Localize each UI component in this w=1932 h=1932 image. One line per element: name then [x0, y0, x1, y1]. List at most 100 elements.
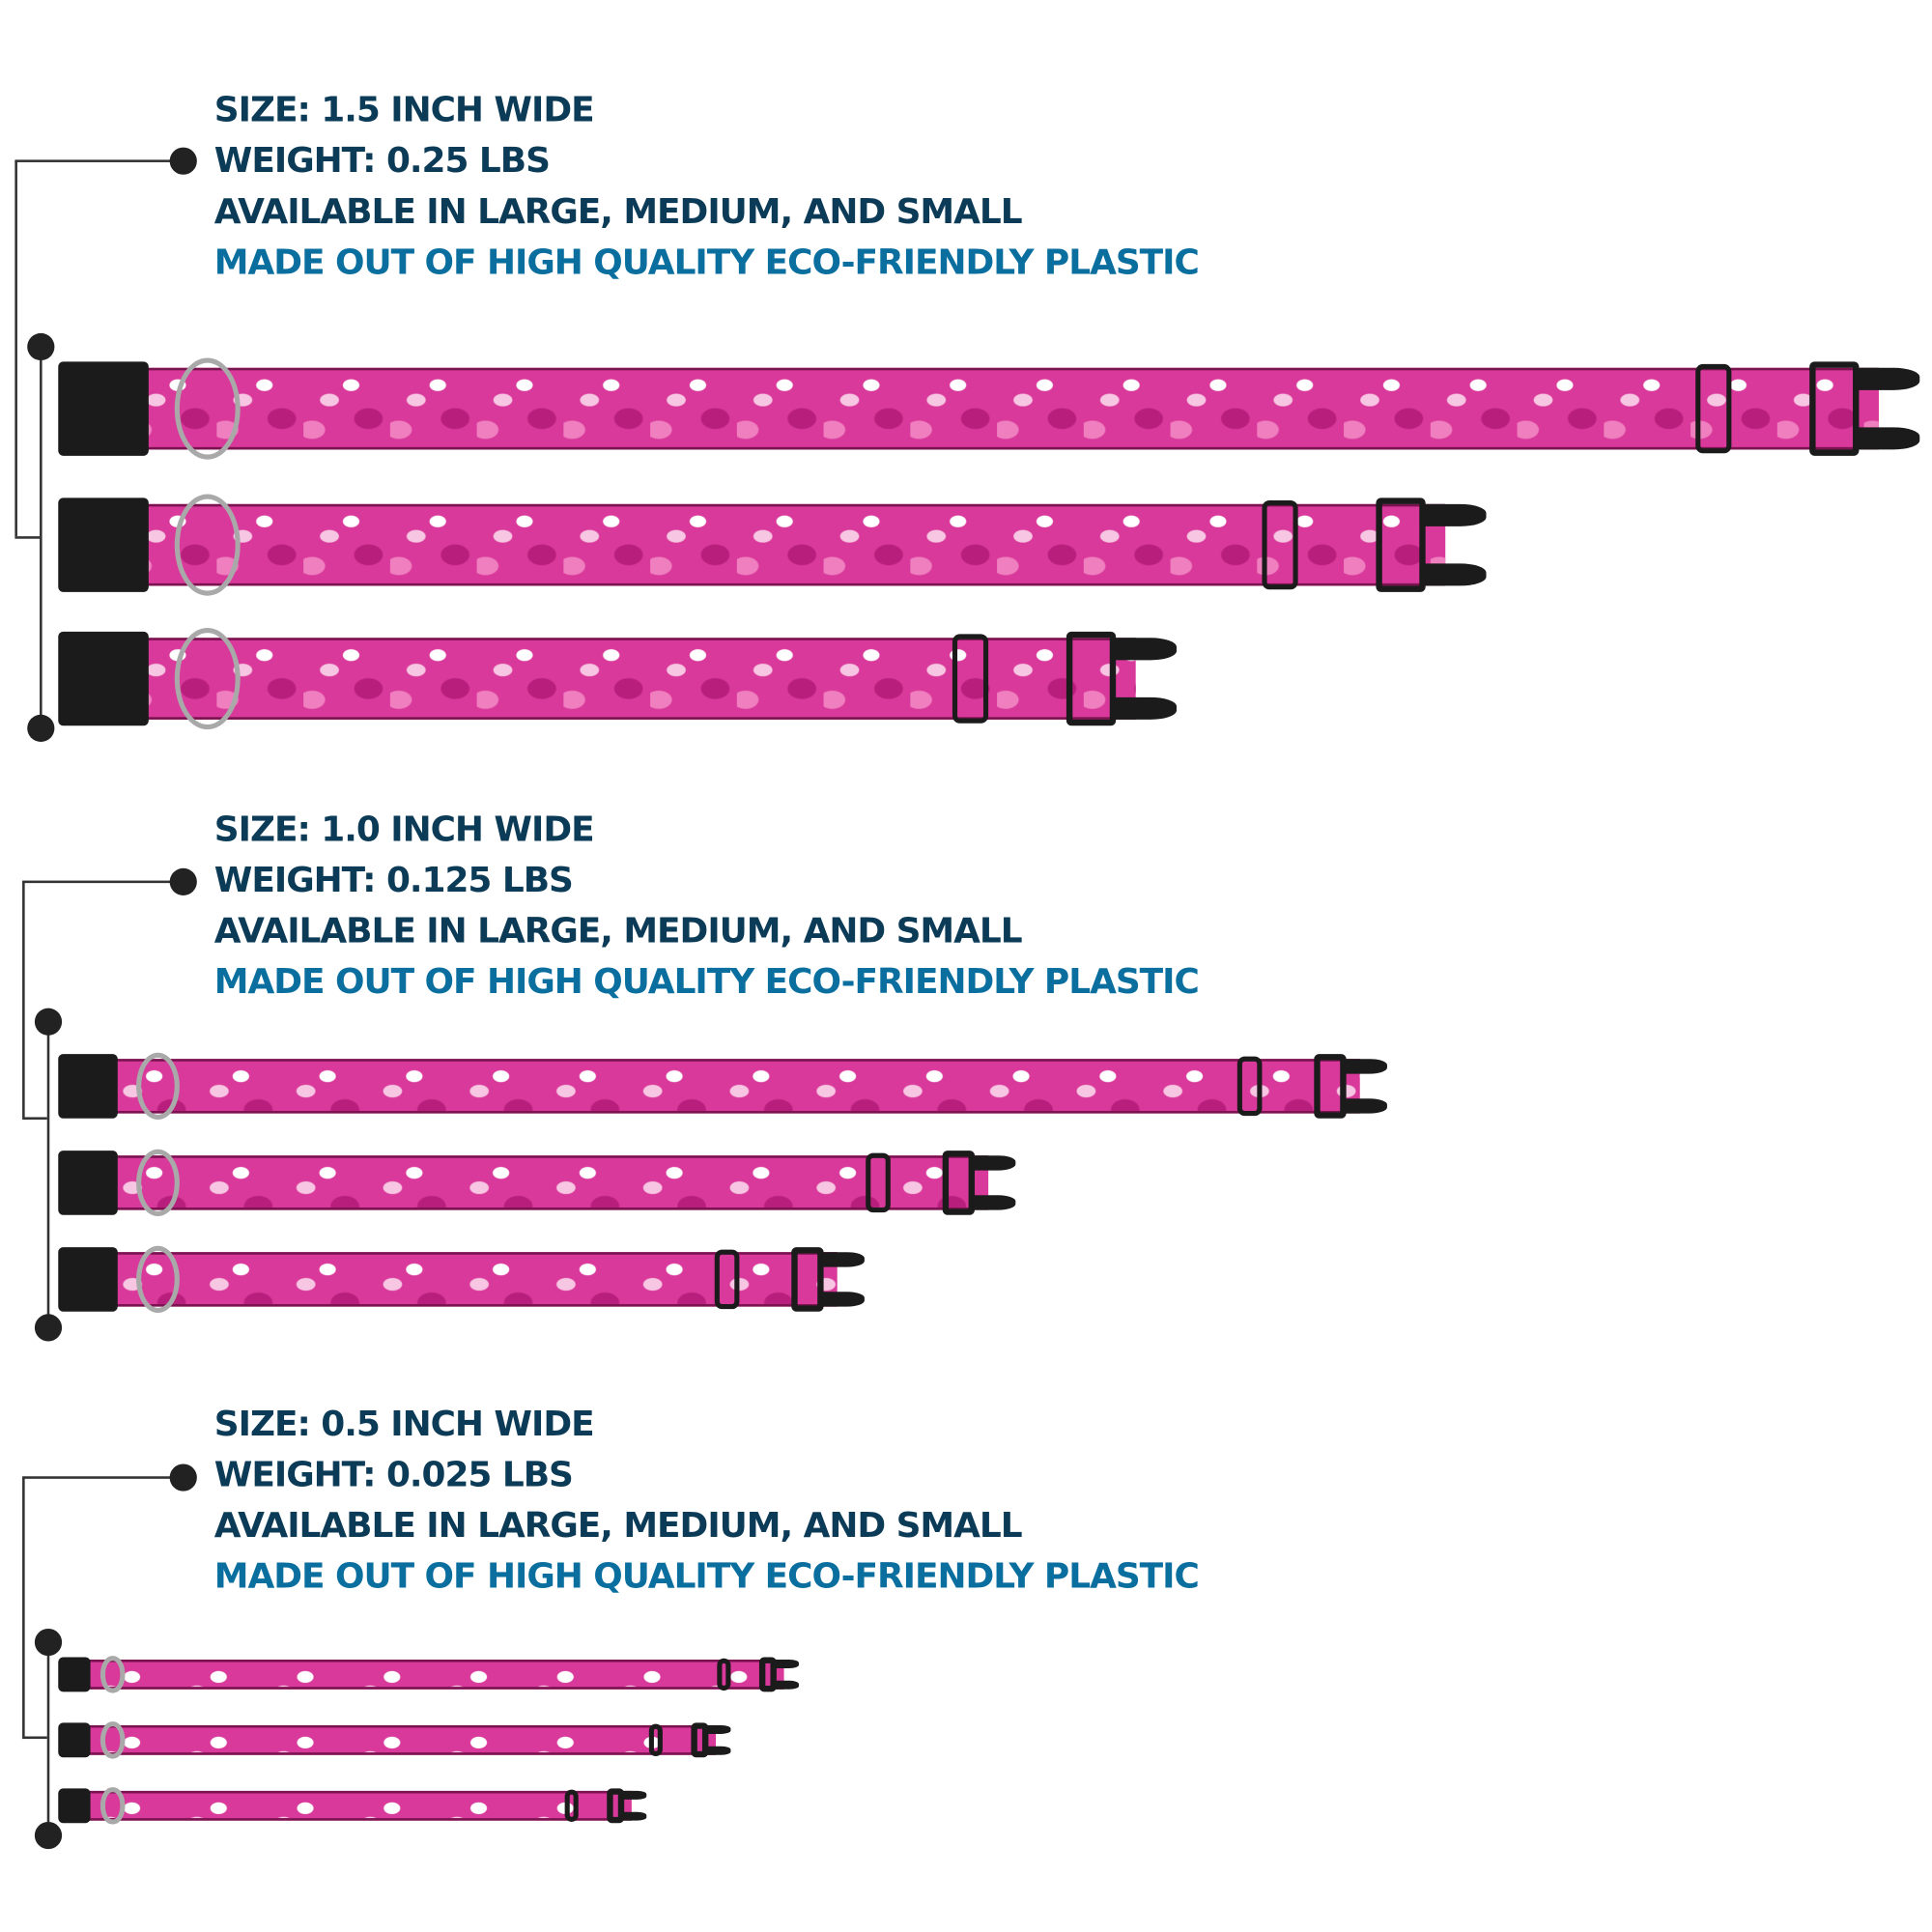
buckle-prong — [1343, 1059, 1387, 1074]
size-label: SIZE: 1.5 INCH WIDE — [213, 89, 595, 130]
buckle-prong — [775, 1681, 799, 1690]
buckle-female — [58, 631, 149, 726]
buckle-prong — [820, 1291, 865, 1307]
buckle-prong — [1343, 1097, 1387, 1114]
collar-medium — [58, 1721, 731, 1759]
floral-strap — [105, 1155, 989, 1210]
d-ring — [135, 1052, 181, 1121]
connector-line — [14, 159, 184, 162]
buckle-male — [606, 1788, 625, 1824]
collar-medium — [58, 1149, 1016, 1217]
weight-label: WEIGHT: 0.125 LBS — [213, 859, 574, 901]
spec-block-1-0-inch: SIZE: 1.0 INCH WIDE WEIGHT: 0.125 LBS AV… — [213, 804, 1200, 1007]
buckle-prong — [1420, 503, 1487, 527]
buckle-prong — [972, 1194, 1016, 1210]
spec-block-1-5-inch: SIZE: 1.5 INCH WIDE WEIGHT: 0.25 LBS AVA… — [213, 84, 1200, 287]
buckle-female — [58, 1151, 119, 1215]
buckle-prong — [706, 1724, 731, 1734]
tri-glide-slider — [866, 1152, 891, 1213]
tri-glide-slider — [1694, 363, 1732, 454]
buckle-prong — [972, 1155, 1016, 1171]
tri-glide-slider — [1261, 499, 1298, 590]
buckle-female — [58, 497, 149, 593]
material-label: MADE OUT OF HIGH QUALITY ECO-FRIENDLY PL… — [213, 960, 1200, 1003]
buckle-female — [58, 1247, 119, 1312]
bracket-dot — [27, 332, 55, 361]
collar-small — [58, 1245, 865, 1314]
connector-line — [22, 1476, 184, 1479]
size-label: SIZE: 0.5 INCH WIDE — [213, 1403, 595, 1444]
buckle-male — [1809, 361, 1859, 457]
buckle-female — [58, 1657, 92, 1692]
d-ring — [175, 628, 241, 730]
connector-dot — [169, 1463, 197, 1492]
availability-label: AVAILABLE IN LARGE, MEDIUM, AND SMALL — [213, 910, 1023, 952]
buckle-male — [1376, 497, 1426, 593]
connector-line — [22, 1736, 47, 1740]
connector-line — [22, 1117, 47, 1121]
buckle-prong — [775, 1660, 799, 1668]
floral-strap — [84, 1724, 717, 1755]
tri-glide-slider — [952, 634, 989, 724]
bracket-dot — [27, 714, 55, 742]
d-ring — [175, 357, 241, 460]
bracket-dot — [34, 1008, 63, 1036]
floral-strap — [129, 503, 1446, 586]
spec-block-0-5-inch: SIZE: 0.5 INCH WIDE WEIGHT: 0.025 LBS AV… — [213, 1398, 1200, 1601]
availability-label: AVAILABLE IN LARGE, MEDIUM, AND SMALL — [213, 1504, 1023, 1547]
buckle-male — [942, 1151, 976, 1215]
buckle-prong — [622, 1812, 647, 1821]
tri-glide-slider — [648, 1723, 663, 1757]
collar-large — [58, 357, 1920, 460]
buckle-female — [58, 1788, 92, 1824]
bracket-line — [46, 1642, 50, 1836]
buckle-female — [58, 1054, 119, 1119]
material-label: MADE OUT OF HIGH QUALITY ECO-FRIENDLY PL… — [213, 242, 1200, 283]
availability-label: AVAILABLE IN LARGE, MEDIUM, AND SMALL — [213, 190, 1023, 232]
d-ring — [135, 1245, 181, 1314]
d-ring — [135, 1149, 181, 1217]
connector-line — [14, 160, 17, 537]
tri-glide-slider — [1236, 1056, 1263, 1117]
floral-strap — [84, 1790, 632, 1821]
buckle-male — [1065, 631, 1116, 726]
connector-dot — [169, 147, 197, 175]
floral-strap — [84, 1660, 784, 1690]
buckle-male — [758, 1657, 777, 1692]
floral-strap — [105, 1059, 1360, 1114]
floral-strap — [129, 638, 1136, 720]
buckle-prong — [1111, 638, 1177, 661]
collar-large — [58, 1656, 799, 1693]
tri-glide-slider — [564, 1789, 579, 1823]
collar-small — [58, 628, 1177, 730]
buckle-male — [1313, 1054, 1347, 1119]
floral-strap — [129, 367, 1879, 450]
collar-medium — [58, 494, 1487, 596]
buckle-prong — [1854, 426, 1920, 450]
connector-line — [14, 536, 41, 539]
buckle-female — [58, 361, 149, 457]
collar-large — [58, 1052, 1387, 1121]
connector-line — [22, 881, 25, 1118]
tri-glide-slider — [717, 1658, 731, 1691]
buckle-prong — [820, 1252, 865, 1267]
buckle-prong — [706, 1747, 731, 1755]
connector-dot — [169, 867, 197, 895]
weight-label: WEIGHT: 0.025 LBS — [213, 1454, 574, 1495]
bracket-dot — [34, 1628, 63, 1657]
bracket-line — [40, 346, 43, 728]
buckle-male — [790, 1247, 824, 1312]
buckle-prong — [1854, 367, 1920, 391]
d-ring — [100, 1787, 125, 1825]
connector-line — [22, 1477, 25, 1737]
buckle-prong — [1111, 696, 1177, 720]
d-ring — [175, 494, 241, 596]
buckle-prong — [1420, 562, 1487, 586]
weight-label: WEIGHT: 0.25 LBS — [213, 139, 551, 182]
buckle-female — [58, 1722, 92, 1758]
d-ring — [100, 1656, 125, 1693]
material-label: MADE OUT OF HIGH QUALITY ECO-FRIENDLY PL… — [213, 1555, 1200, 1597]
size-label: SIZE: 1.0 INCH WIDE — [213, 809, 595, 850]
bracket-line — [46, 1021, 50, 1328]
